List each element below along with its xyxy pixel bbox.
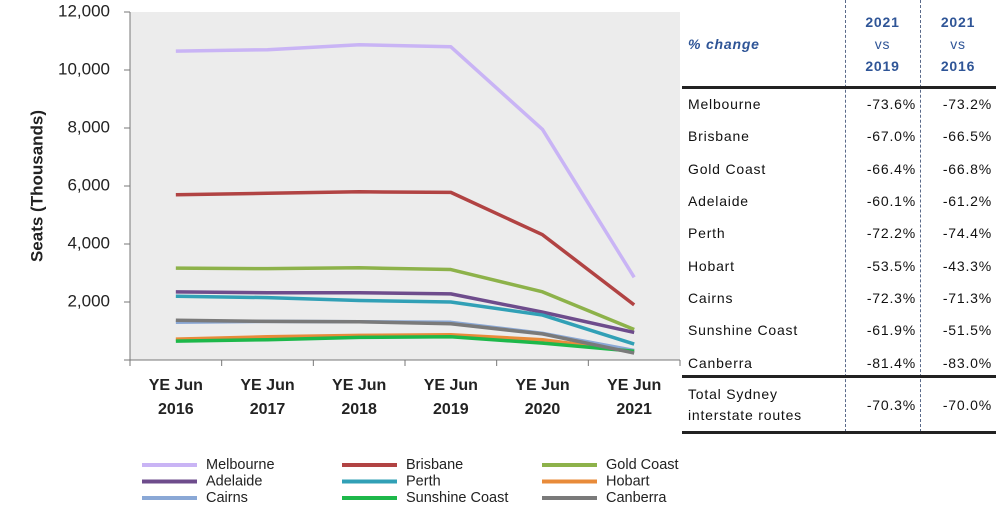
series-line bbox=[175, 335, 635, 354]
legend-label: Melbourne bbox=[206, 457, 275, 473]
header-line: 2016 bbox=[940, 58, 976, 74]
series-line bbox=[175, 290, 635, 335]
row-value: -72.2% bbox=[866, 225, 916, 242]
legend-label: Gold Coast bbox=[606, 457, 679, 473]
header-line: 2021 bbox=[865, 14, 900, 30]
row-value: -71.3% bbox=[942, 289, 992, 306]
series-line bbox=[175, 318, 635, 355]
header-line: vs bbox=[950, 36, 966, 52]
y-tick-label: 8,000 bbox=[67, 117, 110, 136]
y-tick-label: 2,000 bbox=[67, 291, 110, 310]
row-value: -60.1% bbox=[866, 193, 916, 210]
series-line bbox=[175, 43, 636, 279]
x-tick-label: YE Jun 2016 bbox=[148, 377, 203, 418]
total-value: -70.0% bbox=[942, 396, 992, 413]
row-label: Hobart bbox=[688, 257, 735, 274]
y-tick-label: 12,000 bbox=[58, 1, 110, 20]
total-label: Total Sydney interstate routes bbox=[688, 386, 802, 423]
x-tick-label: YE Jun 2018 bbox=[332, 377, 387, 418]
series-line bbox=[175, 266, 635, 332]
x-tick-label: YE Jun 2020 bbox=[515, 377, 570, 418]
row-value: -61.2% bbox=[942, 193, 992, 210]
series-line bbox=[175, 333, 635, 354]
total-rule bbox=[682, 375, 996, 378]
legend-label: Adelaide bbox=[206, 473, 262, 489]
row-value: -66.8% bbox=[942, 160, 992, 177]
row-value: -66.4% bbox=[866, 160, 916, 177]
series-line bbox=[175, 190, 636, 307]
header-line: 2021 bbox=[940, 14, 976, 30]
row-label: Cairns bbox=[688, 289, 734, 306]
column-divider bbox=[920, 0, 921, 432]
row-value: -66.5% bbox=[942, 128, 992, 145]
row-label: Perth bbox=[688, 225, 726, 242]
header-cell: 2021 vs 2016 bbox=[920, 0, 996, 88]
x-tick-label: YE Jun 2019 bbox=[423, 377, 478, 418]
legend-label: Hobart bbox=[606, 473, 650, 489]
row-value: -73.6% bbox=[866, 96, 916, 113]
legend-label: Brisbane bbox=[406, 457, 463, 473]
header-rule bbox=[682, 86, 996, 89]
y-tick-label: 4,000 bbox=[67, 233, 110, 252]
header-cell: 2021 vs 2019 bbox=[845, 0, 920, 88]
row-label: Brisbane bbox=[688, 128, 750, 145]
legend-label: Cairns bbox=[206, 490, 248, 506]
row-label: Gold Coast bbox=[688, 160, 767, 177]
header-cell: % change bbox=[688, 36, 760, 52]
row-value: -51.5% bbox=[942, 322, 992, 339]
data-table: % change 2021 vs 2019 2021 vs 2016 Melbourne -73… bbox=[682, 0, 996, 434]
row-value: -43.3% bbox=[942, 257, 992, 274]
x-tick-label: YE Jun 2017 bbox=[240, 377, 295, 418]
total-value: -70.3% bbox=[866, 396, 916, 413]
x-tick-label: YE Jun 2021 bbox=[607, 377, 662, 418]
row-value: -73.2% bbox=[942, 96, 992, 113]
row-label: Melbourne bbox=[688, 96, 762, 113]
row-value: -53.5% bbox=[866, 257, 916, 274]
row-value: -72.3% bbox=[866, 289, 916, 306]
row-value: -67.0% bbox=[866, 128, 916, 145]
column-divider bbox=[845, 0, 846, 432]
row-value: -83.0% bbox=[942, 354, 992, 371]
row-value: -61.9% bbox=[866, 322, 916, 339]
y-tick-label: 6,000 bbox=[67, 175, 110, 194]
plot-area bbox=[130, 12, 680, 360]
header-line: vs bbox=[874, 36, 891, 52]
row-label: Adelaide bbox=[688, 193, 749, 210]
header-line: 2019 bbox=[865, 58, 900, 74]
series-line bbox=[175, 294, 635, 346]
legend-label: Sunshine Coast bbox=[406, 490, 508, 506]
chart: Seats (Thousands) 2,000 4,000 6,000 8,000 10… bbox=[27, 1, 681, 506]
row-value: -74.4% bbox=[942, 225, 992, 242]
row-value: -81.4% bbox=[866, 354, 916, 371]
row-label: Canberra bbox=[688, 354, 753, 371]
y-axis-label: Seats (Thousands) bbox=[27, 110, 46, 262]
y-tick-label: 10,000 bbox=[58, 59, 110, 78]
legend-label: Canberra bbox=[606, 490, 667, 506]
row-label: Sunshine Coast bbox=[688, 322, 799, 339]
bottom-rule bbox=[682, 431, 996, 434]
legend-label: Perth bbox=[406, 473, 441, 489]
